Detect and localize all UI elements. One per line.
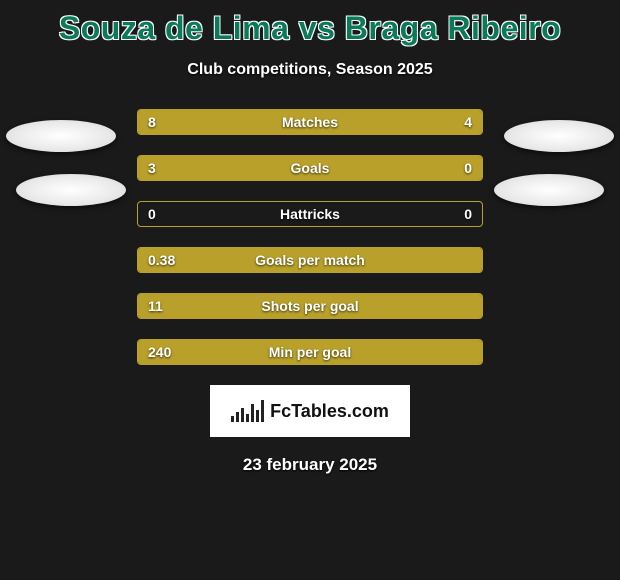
stat-value-right: 0 <box>464 156 472 180</box>
stat-row: 0 Hattricks 0 <box>137 201 483 227</box>
stat-row: 240 Min per goal <box>137 339 483 365</box>
stat-row: 8 Matches 4 <box>137 109 483 135</box>
stat-label: Matches <box>138 110 482 134</box>
snapshot-date: 23 february 2025 <box>0 455 620 475</box>
stats-bars: 8 Matches 4 3 Goals 0 0 Hattricks 0 0.38… <box>137 109 483 365</box>
stat-label: Goals <box>138 156 482 180</box>
comparison-title: Souza de Lima vs Braga Ribeiro <box>0 0 620 47</box>
stat-row: 11 Shots per goal <box>137 293 483 319</box>
fctables-logo: FcTables.com <box>210 385 410 437</box>
club-badge-right-2 <box>494 174 604 206</box>
comparison-subtitle: Club competitions, Season 2025 <box>0 61 620 79</box>
club-badge-right-1 <box>504 120 614 152</box>
stat-label: Hattricks <box>138 202 482 226</box>
stat-row: 3 Goals 0 <box>137 155 483 181</box>
stat-label: Goals per match <box>138 248 482 272</box>
logo-text: FcTables.com <box>270 401 389 422</box>
stat-value-right: 4 <box>464 110 472 134</box>
stat-row: 0.38 Goals per match <box>137 247 483 273</box>
stat-label: Shots per goal <box>138 294 482 318</box>
logo-bars-icon <box>231 400 264 422</box>
stat-value-right: 0 <box>464 202 472 226</box>
stat-label: Min per goal <box>138 340 482 364</box>
club-badge-left-1 <box>6 120 116 152</box>
club-badge-left-2 <box>16 174 126 206</box>
